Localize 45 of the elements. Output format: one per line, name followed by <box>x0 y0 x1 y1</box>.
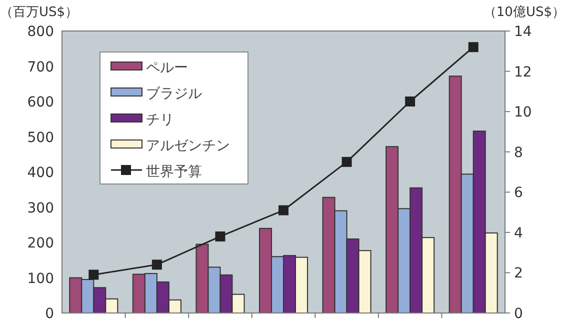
bar <box>346 238 360 314</box>
y-tick-label: 600 <box>27 94 54 110</box>
y2-tick-label: 0 <box>514 306 523 322</box>
bar <box>156 281 170 314</box>
bar <box>196 244 209 314</box>
y2-axis-title: （10億US$） <box>483 5 565 20</box>
y2-tick-label: 14 <box>514 24 532 40</box>
y2-tick-label: 4 <box>514 225 523 242</box>
legend-label: 世界予算 <box>146 164 202 180</box>
y2-tick-label: 10 <box>514 104 532 121</box>
point <box>405 96 416 106</box>
bar <box>283 255 296 314</box>
point <box>152 260 162 270</box>
legend-label: ペルー <box>146 60 188 76</box>
bar <box>93 287 106 314</box>
y2-tick-label: 6 <box>514 185 523 202</box>
y-tick-label: 800 <box>27 24 54 40</box>
bar <box>132 274 146 314</box>
bar <box>448 76 462 314</box>
y2-tick-label: 2 <box>514 266 523 282</box>
bar <box>472 130 486 314</box>
bar <box>259 228 272 314</box>
y-tick-label: 100 <box>27 270 54 287</box>
y-tick-label: 400 <box>27 165 54 181</box>
y2-tick-label: 8 <box>514 144 523 161</box>
bar <box>220 274 233 314</box>
y-tick-label: 0 <box>45 306 54 322</box>
y-tick-label: 700 <box>27 59 54 76</box>
y-tick-label: 300 <box>27 200 54 216</box>
legend-label: チリ <box>146 112 174 128</box>
point <box>88 270 99 280</box>
y-tick-label: 200 <box>27 236 54 252</box>
y2-tick-label: 12 <box>514 64 532 80</box>
point <box>342 156 352 167</box>
legend-label: ブラジル <box>146 86 202 102</box>
y-tick-label: 500 <box>27 130 54 146</box>
point <box>215 231 226 242</box>
bar <box>410 187 423 314</box>
y-axis-title: （百万US$） <box>0 5 78 20</box>
bar <box>69 277 82 314</box>
bar <box>322 196 336 314</box>
legend-label: アルゼンチン <box>146 138 230 154</box>
bar <box>386 146 399 314</box>
point <box>278 205 288 216</box>
point <box>468 42 478 52</box>
